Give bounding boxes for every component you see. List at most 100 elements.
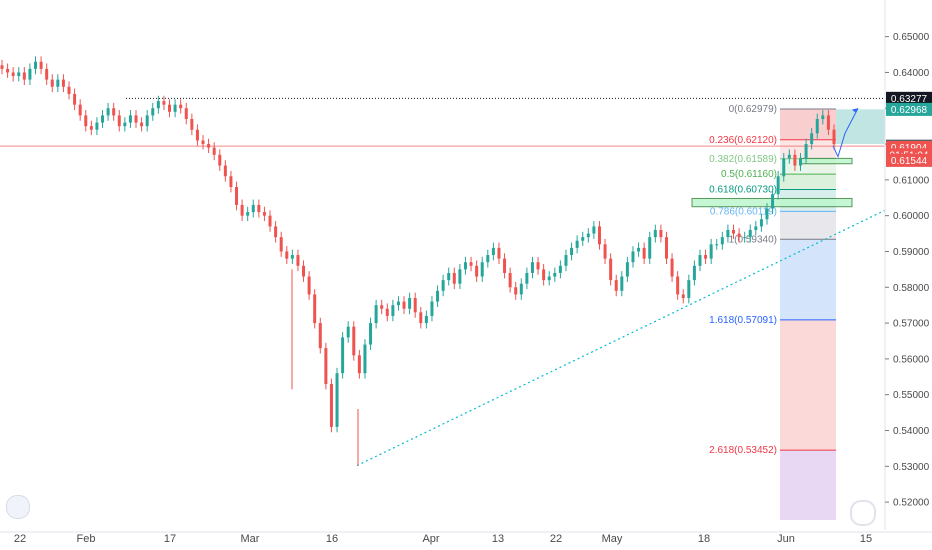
fib-level-label-3: 0.5(0.61160) [721,169,777,180]
candle-body [352,326,356,356]
candle-body [497,247,501,259]
price-tag-label-5: 0.61544 [891,156,928,167]
candle-body [380,305,384,309]
candle-body [536,262,540,270]
candle-body [704,255,708,259]
projection-box [836,109,885,145]
candle-body [285,251,289,259]
candle-body [140,122,144,127]
y-tick-label: 0.61000 [893,175,930,186]
candle-body [128,115,132,123]
x-tick-label: Jun [777,533,795,545]
x-tick-label: 18 [698,533,710,545]
fib-zone-3 [780,174,836,190]
candle-body [145,115,149,127]
candle-body [441,280,445,291]
candle-body [262,212,266,216]
candle-body [218,154,222,166]
candle-body [726,229,730,238]
candle-body [570,247,574,256]
candle-body [664,237,668,259]
candle-body [0,65,4,69]
candle-body [45,68,49,80]
fib-level-label-7: 1.618(0.57091) [709,315,777,326]
candle-body [207,144,211,148]
fib-zone-7 [780,319,836,451]
fib-zone-5 [780,211,836,240]
candle-body [525,272,529,284]
candle-body [597,226,601,245]
candle-body [463,262,467,270]
x-tick-label: 22 [14,533,26,545]
x-tick-label: 13 [492,533,504,545]
candle-body [413,298,417,313]
candle-body [67,86,71,94]
candle-body [558,265,562,273]
candle-body [436,290,440,302]
fib-level-label-0: 0(0.62979) [729,104,777,115]
candle-body [251,204,255,213]
candle-body [184,108,188,119]
candle-body [620,276,624,291]
candle-body [151,108,155,116]
candle-body [357,355,361,374]
fib-level-label-5: 0.786(0.60119) [710,206,777,217]
candle-body [6,68,10,73]
candle-body [737,233,741,238]
candle-body [335,373,339,427]
x-tick-label: Mar [241,533,260,545]
candle-body [134,115,138,123]
candle-body [17,72,21,77]
y-tick-label: 0.60000 [893,211,930,222]
candle-body [274,226,278,238]
candle-body [95,122,99,130]
candle-body [324,348,328,384]
candle-body [279,237,283,252]
candle-body [246,212,250,216]
candle-body [815,118,819,134]
fib-level-label-1: 0.236(0.62120) [709,135,777,146]
candle-body [782,158,786,177]
candle-body [720,237,724,245]
candle-body [369,323,373,345]
candle-body [748,229,752,238]
candle-body [519,283,523,295]
candle-body [296,255,300,266]
projection-arrow [832,108,859,158]
candle-body [268,215,272,227]
fib-level-label-6: 1(0.59340) [729,234,777,245]
candles-group [0,56,836,433]
candle-body [447,272,451,281]
candle-body [508,272,512,288]
y-tick-label: 0.65000 [893,32,930,43]
candle-body [542,269,546,281]
tradingview-logo-icon[interactable] [6,495,30,519]
candle-body [475,265,479,277]
candle-body [659,229,663,238]
user-avatar-icon[interactable] [850,500,876,526]
candle-body [179,104,183,109]
candle-body [117,115,121,127]
fib-level-label-4: 0.618(0.60730) [709,185,777,196]
y-tick-label: 0.59000 [893,247,930,258]
candle-body [402,301,406,309]
candle-body [101,115,105,123]
y-tick-label: 0.54000 [893,426,930,437]
y-tick-label: 0.55000 [893,390,930,401]
candle-body [771,194,775,209]
candle-body [363,344,367,374]
candle-body [302,265,306,277]
candle-body [810,133,814,145]
candle-body [503,258,507,273]
candle-body [424,315,428,324]
candle-body [11,72,15,77]
candle-body [84,115,88,127]
candle-body [793,154,797,166]
candle-body [832,129,836,145]
candle-body [765,208,769,220]
target-box [799,157,853,165]
candle-body [676,276,680,295]
fib-level-label-8: 2.618(0.53452) [709,445,777,456]
